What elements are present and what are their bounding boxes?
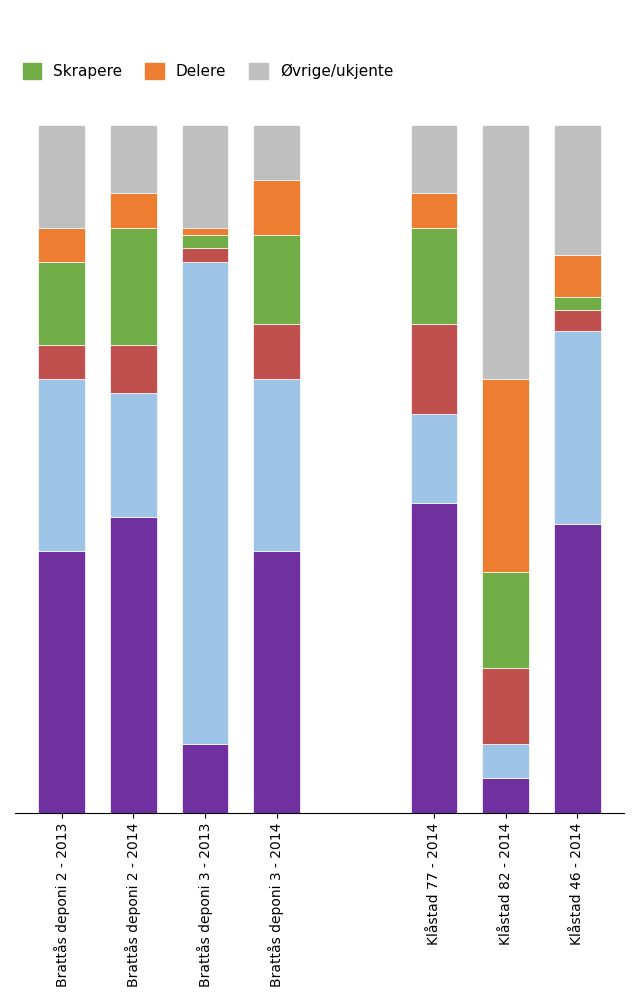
Bar [253, 380, 300, 551]
Bar [110, 393, 157, 517]
Bar [554, 124, 601, 256]
Bar [482, 124, 529, 380]
Bar [482, 572, 529, 668]
Bar [411, 193, 458, 227]
Bar [411, 503, 458, 813]
Bar [554, 311, 601, 331]
Bar [411, 325, 458, 414]
Bar [181, 234, 228, 248]
Bar [110, 124, 157, 193]
Bar [411, 124, 458, 193]
Bar [38, 380, 85, 551]
Bar [38, 227, 85, 263]
Bar [181, 263, 228, 744]
Bar [253, 551, 300, 813]
Bar [110, 193, 157, 227]
Bar [110, 227, 157, 345]
Bar [38, 551, 85, 813]
Bar [38, 124, 85, 227]
Bar [554, 331, 601, 524]
Bar [411, 414, 458, 503]
Bar [181, 124, 228, 227]
Bar [110, 345, 157, 393]
Bar [482, 380, 529, 572]
Bar [110, 517, 157, 813]
Bar [38, 263, 85, 345]
Bar [253, 325, 300, 380]
Legend: Skrapere, Delere, Øvrige/ukjente: Skrapere, Delere, Øvrige/ukjente [22, 63, 393, 79]
Bar [482, 779, 529, 813]
Bar [181, 248, 228, 263]
Bar [554, 524, 601, 813]
Bar [253, 234, 300, 325]
Bar [411, 227, 458, 325]
Bar [38, 345, 85, 380]
Bar [554, 256, 601, 297]
Bar [181, 227, 228, 234]
Bar [253, 124, 300, 179]
Bar [482, 668, 529, 744]
Bar [482, 744, 529, 779]
Bar [181, 744, 228, 813]
Bar [253, 179, 300, 234]
Bar [554, 297, 601, 311]
